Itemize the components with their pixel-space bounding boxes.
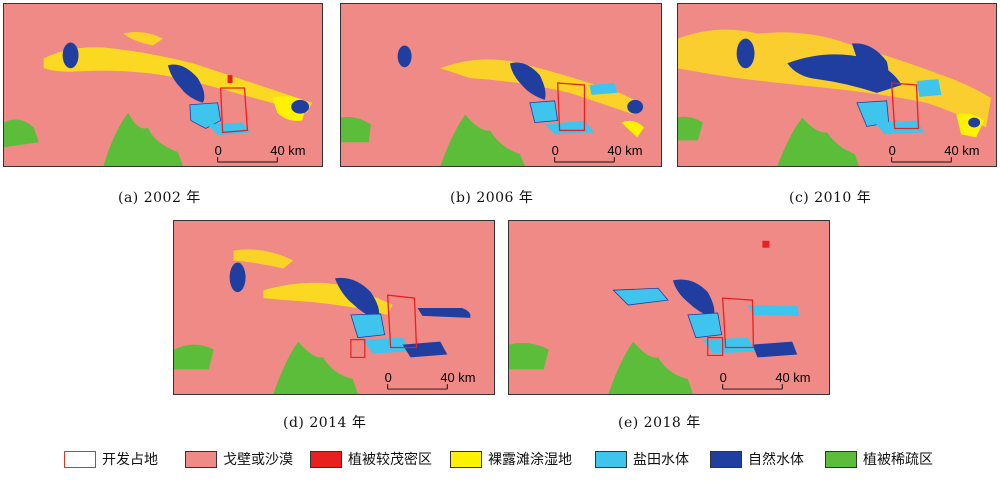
scale-zero-b: 0 bbox=[552, 143, 559, 158]
map-panel-d: 0 40 km (d) 2014 年 bbox=[173, 220, 495, 445]
legend-swatch bbox=[310, 450, 342, 468]
legend-label: 开发占地 bbox=[102, 452, 158, 468]
scale-zero-a: 0 bbox=[215, 143, 222, 158]
legend-item-salt-pan: 盐田水体 bbox=[595, 449, 689, 469]
legend-swatch bbox=[185, 450, 217, 468]
legend-swatch bbox=[595, 450, 627, 468]
legend-item-sparse-vegetation: 植被稀疏区 bbox=[825, 449, 933, 469]
legend-item-gobi: 戈壁或沙漠 bbox=[185, 449, 293, 469]
map-d: 0 40 km bbox=[173, 220, 495, 395]
map-panel-e: 0 40 km (e) 2018 年 bbox=[508, 220, 830, 445]
caption-a: (a) 2002 年 bbox=[118, 190, 201, 206]
caption-d: (d) 2014 年 bbox=[283, 415, 367, 431]
map-panel-a: 0 40 km (a) 2002 年 bbox=[3, 3, 323, 233]
legend-label: 自然水体 bbox=[748, 452, 804, 468]
scale-end-b: 40 km bbox=[607, 143, 642, 158]
legend-label: 戈壁或沙漠 bbox=[223, 452, 293, 468]
legend-item-dense-vegetation: 植被较茂密区 bbox=[310, 449, 432, 469]
map-legend: 开发占地 戈壁或沙漠 植被较茂密区 裸露滩涂湿地 盐田水体 自然水体 植被稀疏区 bbox=[0, 443, 1000, 473]
legend-item-natural-water: 自然水体 bbox=[710, 449, 804, 469]
scale-end-e: 40 km bbox=[775, 370, 810, 385]
legend-label: 植被稀疏区 bbox=[863, 452, 933, 468]
legend-swatch bbox=[825, 450, 857, 468]
caption-b: (b) 2006 年 bbox=[450, 190, 534, 206]
legend-label: 盐田水体 bbox=[633, 452, 689, 468]
map-a: 0 40 km bbox=[3, 3, 323, 167]
caption-e: (e) 2018 年 bbox=[618, 415, 701, 431]
legend-swatch bbox=[64, 450, 96, 468]
scale-zero-e: 0 bbox=[720, 370, 727, 385]
map-panel-b: 0 40 km (b) 2006 年 bbox=[340, 3, 662, 233]
legend-item-tidal-flat: 裸露滩涂湿地 bbox=[450, 449, 572, 469]
legend-swatch bbox=[450, 450, 482, 468]
legend-label: 植被较茂密区 bbox=[348, 452, 432, 468]
map-c: 0 40 km bbox=[677, 3, 997, 167]
scale-end-a: 40 km bbox=[270, 143, 305, 158]
legend-label: 裸露滩涂湿地 bbox=[488, 452, 572, 468]
scale-end-c: 40 km bbox=[944, 143, 979, 158]
legend-swatch bbox=[710, 450, 742, 468]
map-b: 0 40 km bbox=[340, 3, 662, 167]
legend-item-development: 开发占地 bbox=[64, 449, 158, 469]
scale-zero-d: 0 bbox=[385, 370, 392, 385]
map-e: 0 40 km bbox=[508, 220, 830, 395]
map-panel-c: 0 40 km (c) 2010 年 bbox=[677, 3, 997, 233]
caption-c: (c) 2010 年 bbox=[789, 190, 872, 206]
scale-end-d: 40 km bbox=[440, 370, 475, 385]
scale-zero-c: 0 bbox=[889, 143, 896, 158]
